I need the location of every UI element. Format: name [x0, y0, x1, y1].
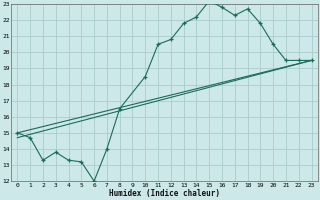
X-axis label: Humidex (Indice chaleur): Humidex (Indice chaleur) — [109, 189, 220, 198]
